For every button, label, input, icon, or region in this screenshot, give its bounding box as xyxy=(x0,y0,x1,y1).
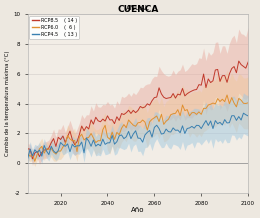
Title: CUENCA: CUENCA xyxy=(117,5,159,14)
Text: ANUAL: ANUAL xyxy=(126,5,150,11)
X-axis label: Año: Año xyxy=(131,207,145,213)
Legend: RCP8.5    ( 14 ), RCP6.0    (  6 ), RCP4.5    ( 13 ): RCP8.5 ( 14 ), RCP6.0 ( 6 ), RCP4.5 ( 13… xyxy=(29,16,80,39)
Y-axis label: Cambio de la temperatura máxima (°C): Cambio de la temperatura máxima (°C) xyxy=(5,51,10,156)
